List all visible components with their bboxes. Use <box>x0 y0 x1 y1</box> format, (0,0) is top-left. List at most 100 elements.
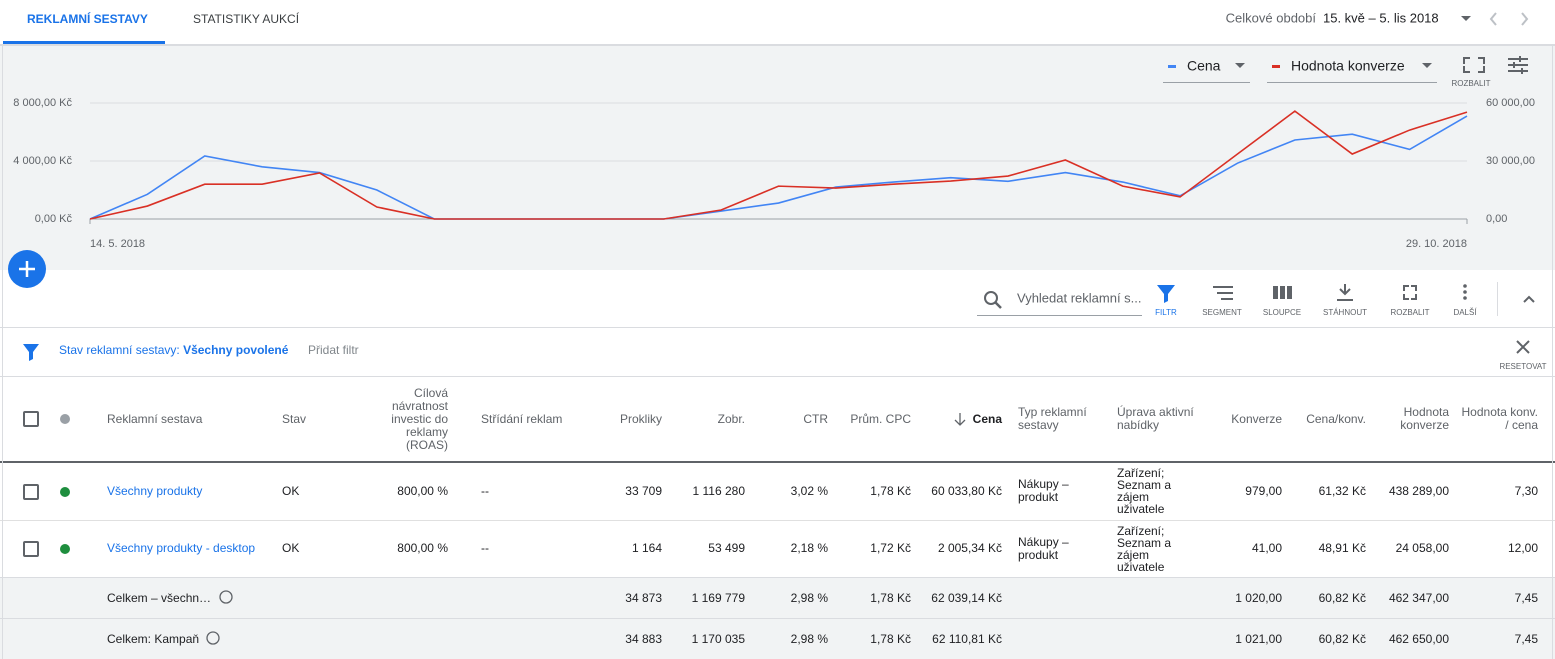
table-cell: 33 709 <box>625 483 662 498</box>
download-icon[interactable] <box>1337 284 1353 301</box>
search-input[interactable]: Vyhledat reklamní s... <box>1017 290 1142 305</box>
column-header[interactable]: Stav <box>282 411 307 426</box>
y2-tick-label: 60 000,00 <box>1486 97 1535 109</box>
reset-icon[interactable] <box>1516 340 1530 354</box>
header-border <box>0 461 1555 463</box>
frame <box>1552 44 1553 659</box>
help-icon[interactable] <box>206 631 220 645</box>
table-cell[interactable]: Všechny produkty <box>107 483 203 498</box>
total-cell: 60,82 Kč <box>1318 590 1366 605</box>
column-header[interactable]: CTR <box>803 411 828 426</box>
table-cell: 1,72 Kč <box>870 541 911 555</box>
columns-icon[interactable] <box>1273 286 1292 299</box>
toolbar-label[interactable]: SEGMENT <box>1202 308 1242 317</box>
table-cell: 24 058,00 <box>1395 541 1449 555</box>
table-cell: 800,00 % <box>397 541 448 555</box>
sort-icon <box>954 413 966 426</box>
column-header[interactable]: Typ reklamní sestavy <box>1018 405 1087 432</box>
checkbox[interactable] <box>23 484 39 500</box>
row-border <box>0 520 1555 521</box>
table-cell: 2,18 % <box>790 541 828 555</box>
column-header[interactable]: Zobr. <box>717 411 745 426</box>
toolbar-label[interactable]: ROZBALIT <box>1390 308 1429 317</box>
more-icon <box>1463 290 1467 294</box>
toolbar-label[interactable]: DALŠÍ <box>1453 308 1477 317</box>
table-cell: OK <box>282 541 300 555</box>
checkbox[interactable] <box>23 541 39 557</box>
column-header[interactable]: Cena <box>972 411 1002 426</box>
help-icon[interactable] <box>219 590 233 604</box>
settings-icon[interactable] <box>1508 56 1528 74</box>
column-header[interactable]: Prům. CPC <box>850 411 911 426</box>
total-cell: Celkem – všechn… <box>107 590 212 605</box>
reset-label[interactable]: RESETOVAT <box>1499 362 1546 371</box>
toolbar-label[interactable]: SLOUPCE <box>1263 308 1301 317</box>
column-header[interactable]: Prokliky <box>619 411 662 426</box>
total-cell: 1 021,00 <box>1235 631 1282 646</box>
table-cell: 61,32 Kč <box>1318 483 1366 498</box>
column-header[interactable]: Konverze <box>1231 411 1282 426</box>
y2-tick-label: 30 000,00 <box>1486 155 1535 167</box>
legend-label[interactable]: Cena <box>1187 58 1221 74</box>
collapse-icon[interactable] <box>1523 295 1535 303</box>
total-cell: 7,45 <box>1514 590 1538 605</box>
table-cell: 1,78 Kč <box>870 483 911 498</box>
row-border <box>0 577 1555 578</box>
table-cell: 800,00 % <box>397 483 448 498</box>
segment-icon[interactable] <box>1213 286 1233 300</box>
period-value[interactable]: 15. kvě – 5. lis 2018 <box>1323 10 1439 25</box>
total-cell: 1,78 Kč <box>870 590 911 605</box>
separator <box>1497 282 1498 316</box>
column-header[interactable]: Reklamní sestava <box>107 411 203 426</box>
column-header[interactable]: Úprava aktivní nabídky <box>1117 405 1194 432</box>
expand-icon[interactable] <box>1403 285 1417 300</box>
column-header[interactable]: Hodnota konv. / cena <box>1461 405 1539 432</box>
filter-icon <box>23 344 39 361</box>
total-cell: 1 170 035 <box>691 631 745 646</box>
filter-label[interactable]: Stav reklamní sestavy: Všechny povolené <box>59 343 289 357</box>
column-header[interactable]: Cílová návratnost investic do reklamy (R… <box>391 385 448 452</box>
total-cell: 60,82 Kč <box>1318 631 1366 646</box>
tab[interactable]: STATISTIKY AUKCÍ <box>193 11 300 26</box>
column-header[interactable]: Hodnota konverze <box>1400 405 1449 432</box>
tab[interactable]: REKLAMNÍ SESTAVY <box>27 11 148 26</box>
table-cell: -- <box>481 483 489 498</box>
table-cell: 41,00 <box>1251 541 1282 555</box>
column-header[interactable]: Střídání reklam <box>481 411 563 426</box>
total-cell: 1 169 779 <box>691 590 745 605</box>
filter-label: Stav reklamní sestavy: <box>59 343 180 357</box>
column-header[interactable]: Cena/konv. <box>1306 411 1366 426</box>
table-cell: 7,30 <box>1514 483 1538 498</box>
status-dot <box>60 487 70 497</box>
x-tick-label: 14. 5. 2018 <box>90 238 145 250</box>
add-filter[interactable]: Přidat filtr <box>308 343 359 357</box>
table-cell: 438 289,00 <box>1388 483 1449 498</box>
legend-dropdown <box>1235 63 1245 68</box>
checkbox[interactable] <box>23 411 39 427</box>
total-cell: 462 347,00 <box>1388 590 1449 605</box>
dropdown[interactable] <box>1461 16 1471 21</box>
filter-icon[interactable] <box>1157 285 1175 303</box>
total-cell: 62 039,14 Kč <box>931 590 1002 605</box>
toolbar-label[interactable]: STÁHNOUT <box>1323 308 1367 317</box>
table-cell: 53 499 <box>708 541 745 555</box>
row-border <box>0 618 1555 619</box>
y-tick-label: 8 000,00 Kč <box>13 97 72 109</box>
search-underline <box>977 315 1142 316</box>
total-cell: 1 020,00 <box>1235 590 1282 605</box>
total-cell: 7,45 <box>1514 631 1538 646</box>
expand-icon[interactable] <box>1463 57 1485 73</box>
total-cell: 34 873 <box>625 590 662 605</box>
legend-label[interactable]: Hodnota konverze <box>1291 58 1405 74</box>
toolbar-label[interactable]: FILTR <box>1155 308 1177 317</box>
period-nav[interactable] <box>1489 12 1529 26</box>
more-icon[interactable] <box>1463 284 1467 288</box>
expand-label[interactable]: ROZBALIT <box>1451 79 1490 88</box>
table-cell[interactable]: Všechny produkty - desktop <box>107 541 256 555</box>
y2-tick-label: 0,00 <box>1486 213 1507 225</box>
status-dot <box>60 544 70 554</box>
more-icon <box>1463 296 1467 300</box>
table-cell: 1 164 <box>631 541 662 555</box>
y-tick-label: 4 000,00 Kč <box>13 155 72 167</box>
